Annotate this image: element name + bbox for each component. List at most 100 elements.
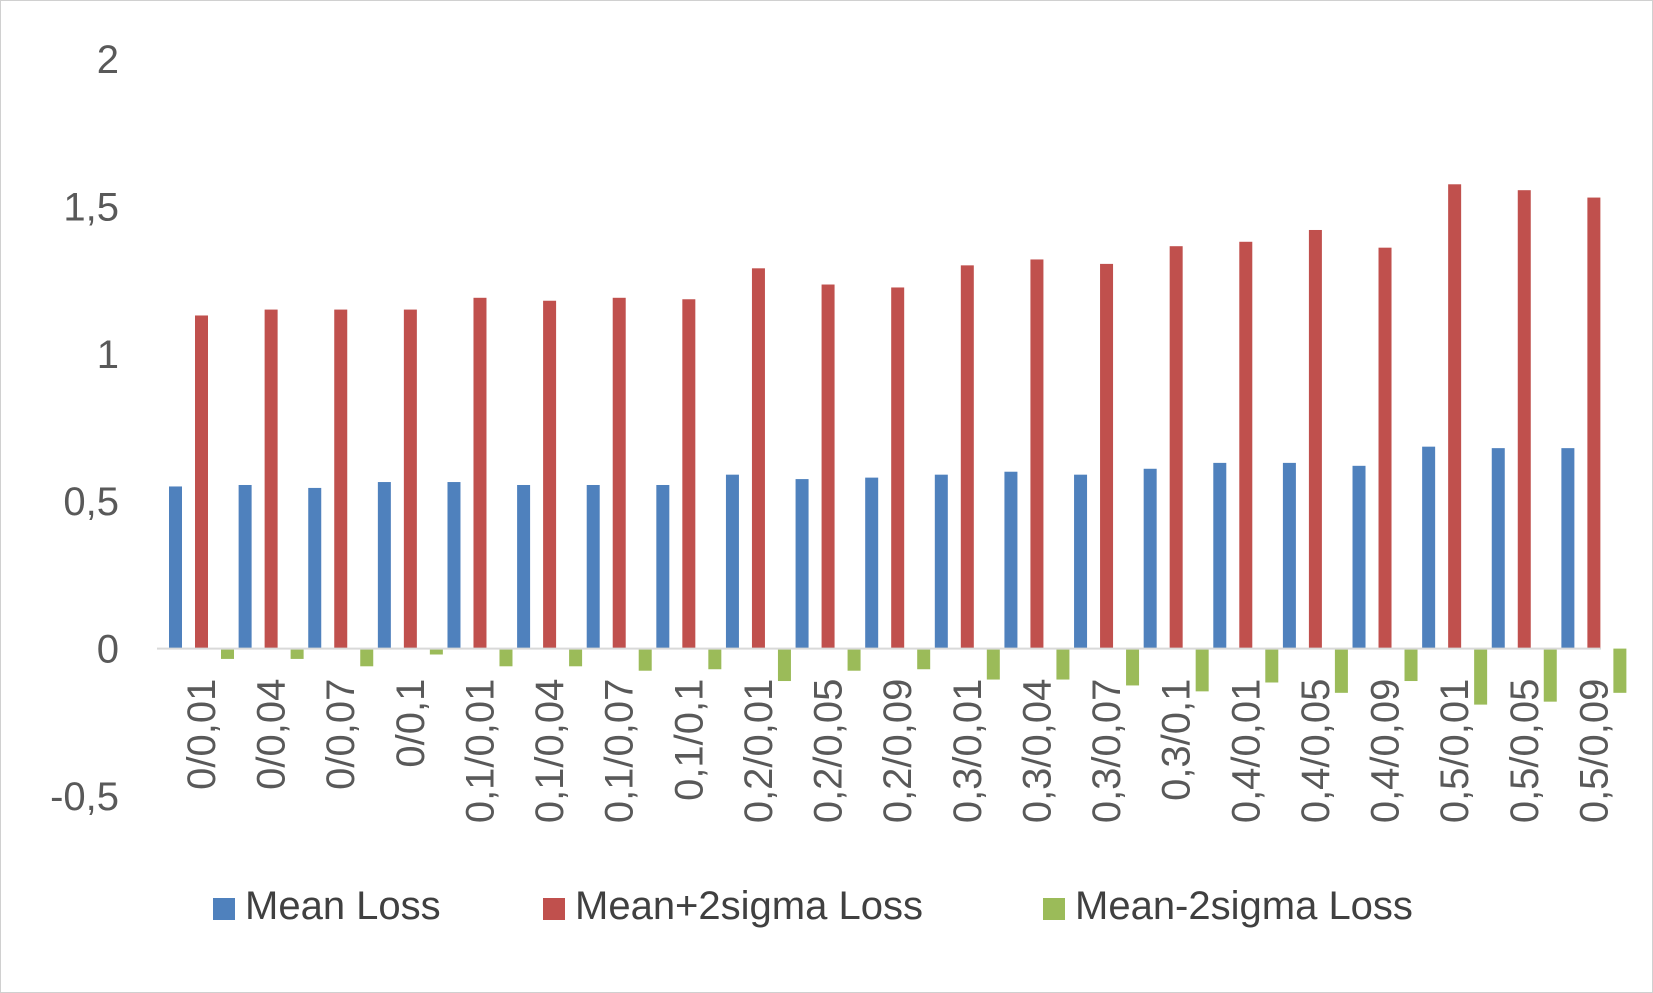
legend-swatch-mean-2sigma-loss	[1043, 898, 1065, 920]
y-tick-label: 0	[97, 628, 119, 672]
bar-mean-loss	[377, 482, 391, 649]
bar-mean-2sigma-loss	[1404, 648, 1418, 682]
bar-mean-2sigma-loss	[986, 648, 1000, 680]
bar-mean-loss	[656, 484, 670, 649]
bar-mean-loss	[1352, 465, 1366, 649]
x-tick-label: 0,4/0,01	[1224, 679, 1268, 824]
bar-mean-loss	[586, 484, 600, 649]
bar-mean-loss	[447, 482, 461, 649]
legend-label-mean-loss: Mean Loss	[245, 884, 441, 928]
bar-mean-2sigma-loss	[334, 309, 348, 649]
legend: Mean Loss Mean+2sigma Loss Mean-2sigma Los…	[213, 884, 1413, 928]
bar-mean-loss	[865, 477, 879, 649]
bar-mean-2sigma-loss	[821, 284, 835, 649]
bar-mean-2sigma-loss	[1195, 648, 1209, 692]
x-tick-label: 0,5/0,05	[1503, 679, 1547, 824]
bar-mean-2sigma-loss	[221, 648, 234, 659]
bar-mean-2sigma-loss	[1030, 259, 1044, 649]
bar-mean-2sigma-loss	[429, 648, 443, 655]
y-tick-label: -0,5	[50, 775, 119, 819]
bar-mean-loss	[1561, 448, 1575, 649]
bar-mean-2sigma-loss	[264, 309, 278, 649]
bar-mean-2sigma-loss	[499, 648, 513, 667]
bar-mean-2sigma-loss	[290, 648, 304, 659]
x-tick-label: 0/0,01	[180, 679, 224, 790]
bar-mean-2sigma-loss	[891, 287, 905, 649]
bar-mean-2sigma-loss	[1169, 246, 1183, 649]
bar-mean-2sigma-loss	[1448, 184, 1462, 649]
legend-label-mean-2sigma-loss: Mean+2sigma Loss	[575, 884, 923, 928]
x-tick-label: 0,3/0,1	[1155, 679, 1199, 801]
bar-mean-2sigma-loss	[403, 309, 417, 649]
bar-mean-2sigma-loss	[1474, 648, 1488, 705]
bar-mean-loss	[169, 486, 182, 649]
y-tick-label: 2	[97, 38, 119, 82]
x-tick-label: 0/0,07	[319, 679, 363, 790]
bar-mean-2sigma-loss	[847, 648, 861, 671]
bar-mean-loss	[1213, 462, 1227, 649]
bar-mean-2sigma-loss	[1056, 648, 1070, 680]
y-tick-label: 0,5	[63, 480, 119, 524]
bar-mean-2sigma-loss	[1378, 247, 1392, 649]
y-axis-ticks: -0,5 0 0,5 1 1,5 2	[50, 38, 119, 819]
bar-mean-2sigma-loss	[1308, 229, 1322, 649]
x-tick-label: 0,3/0,01	[946, 679, 990, 824]
x-tick-label: 0/0,04	[250, 679, 294, 790]
bar-mean-loss	[1004, 471, 1018, 649]
bar-mean-loss	[1143, 468, 1157, 649]
x-tick-label: 0,2/0,01	[737, 679, 781, 824]
bar-mean-2sigma-loss	[473, 297, 487, 649]
bar-mean-2sigma-loss	[1126, 648, 1140, 686]
y-tick-label: 1,5	[63, 185, 119, 229]
bar-mean-2sigma-loss	[1334, 648, 1348, 693]
bar-mean-loss	[1282, 462, 1296, 649]
bar-mean-2sigma-loss	[360, 648, 374, 667]
bar-mean-loss	[1491, 448, 1505, 649]
bar-mean-loss	[725, 474, 739, 649]
x-tick-label: 0,4/0,05	[1294, 679, 1338, 824]
bar-mean-loss	[308, 487, 322, 649]
bars	[169, 184, 1627, 705]
bar-mean-2sigma-loss	[917, 648, 931, 670]
bar-mean-loss	[517, 484, 531, 649]
bar-mean-2sigma-loss	[1100, 263, 1114, 649]
bar-mean-2sigma-loss	[777, 648, 791, 682]
legend-swatch-mean-loss	[213, 898, 235, 920]
bar-mean-2sigma-loss	[682, 299, 696, 649]
x-tick-label: 0,5/0,01	[1433, 679, 1477, 824]
x-tick-label: 0,5/0,09	[1572, 679, 1616, 824]
bar-mean-loss	[1422, 446, 1436, 649]
bar-mean-2sigma-loss	[1613, 648, 1627, 693]
bar-mean-loss	[795, 479, 809, 649]
x-tick-label: 0,3/0,07	[1085, 679, 1129, 824]
bar-mean-loss	[238, 484, 252, 649]
x-axis-ticks: 0/0,01 0/0,04 0/0,07 0/0,1 0,1/0,01 0,1/0,04 0…	[180, 679, 1616, 824]
x-tick-label: 0,2/0,09	[876, 679, 920, 824]
x-tick-label: 0,1/0,01	[458, 679, 502, 824]
legend-swatch-mean-2sigma-loss	[543, 898, 565, 920]
x-tick-label: 0,1/0,1	[667, 679, 711, 801]
bar-mean-2sigma-loss	[1543, 648, 1557, 702]
x-tick-label: 0/0,1	[389, 679, 433, 768]
bar-mean-loss	[1074, 474, 1088, 649]
bar-mean-2sigma-loss	[708, 648, 722, 670]
bar-mean-2sigma-loss	[1265, 648, 1279, 683]
x-tick-label: 0,4/0,09	[1364, 679, 1408, 824]
bar-mean-2sigma-loss	[1239, 241, 1253, 649]
bar-mean-2sigma-loss	[543, 300, 557, 649]
bar-mean-loss	[934, 474, 948, 649]
x-tick-label: 0,2/0,05	[807, 679, 851, 824]
y-tick-label: 1	[97, 333, 119, 377]
bar-mean-2sigma-loss	[1587, 197, 1601, 649]
legend-label-mean-2sigma-loss: Mean-2sigma Loss	[1075, 884, 1413, 928]
x-tick-label: 0,1/0,04	[528, 679, 572, 824]
x-tick-label: 0,3/0,04	[1015, 679, 1059, 824]
bar-mean-2sigma-loss	[751, 268, 765, 649]
bar-mean-2sigma-loss	[612, 297, 626, 649]
x-tick-label: 0,1/0,07	[598, 679, 642, 824]
bar-mean-2sigma-loss	[960, 265, 974, 649]
bar-mean-2sigma-loss	[195, 315, 208, 649]
bar-mean-2sigma-loss	[569, 648, 583, 667]
